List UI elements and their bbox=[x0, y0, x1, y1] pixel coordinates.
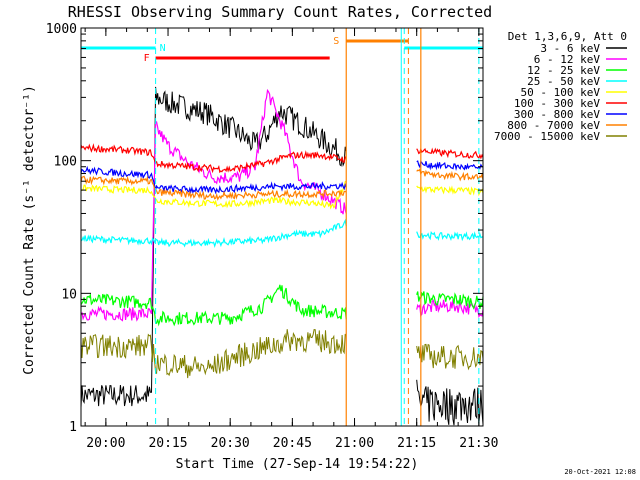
x-tick-label-2: 20:30 bbox=[211, 436, 250, 451]
series-line-5 bbox=[80, 143, 484, 174]
x-tick-label-5: 21:15 bbox=[397, 436, 436, 451]
x-tick-label-4: 21:00 bbox=[335, 436, 374, 451]
legend-label-5: 100 - 300 keV bbox=[514, 97, 600, 110]
x-axis: 20:00 20:15 20:30 20:45 21:00 21:15 21:30 bbox=[84, 28, 498, 451]
x-tick-label-3: 20:45 bbox=[273, 436, 312, 451]
y-tick-label-3: 1000 bbox=[46, 22, 77, 37]
series-line-0 bbox=[80, 86, 484, 426]
y-axis: 1 10 100 1000 bbox=[46, 22, 483, 435]
legend-label-6: 300 - 800 keV bbox=[514, 108, 600, 121]
legend-label-4: 50 - 100 keV bbox=[521, 86, 601, 99]
y-tick-label-2: 100 bbox=[54, 155, 77, 170]
legend-label-7: 800 - 7000 keV bbox=[507, 119, 600, 132]
plot-area: FN S bbox=[80, 28, 484, 426]
x-tick-label-0: 20:00 bbox=[86, 436, 125, 451]
series-line-8 bbox=[80, 329, 484, 379]
series-line-6 bbox=[80, 160, 484, 195]
y-axis-label: Corrected Count Rate (s⁻¹ detector⁻¹) bbox=[22, 85, 37, 375]
x-axis-label: Start Time (27-Sep-14 19:54:22) bbox=[176, 457, 419, 472]
legend-label-0: 3 - 6 keV bbox=[540, 42, 600, 55]
series-line-3 bbox=[80, 218, 484, 248]
flare-marker-label: F bbox=[144, 53, 150, 64]
y-tick-label-0: 1 bbox=[69, 420, 77, 435]
y-tick-label-1: 10 bbox=[61, 287, 77, 302]
footer-date: 20-Oct-2021 12:08 bbox=[564, 468, 636, 476]
chart-title: RHESSI Observing Summary Count Rates, Co… bbox=[68, 3, 492, 21]
saa-marker-label: S bbox=[333, 36, 339, 47]
series-line-7 bbox=[80, 168, 484, 201]
plot-frame bbox=[80, 27, 484, 427]
legend-label-3: 25 - 50 keV bbox=[527, 75, 600, 88]
legend-label-2: 12 - 25 keV bbox=[527, 64, 600, 77]
night-marker-label: N bbox=[160, 43, 166, 54]
legend-label-1: 6 - 12 keV bbox=[534, 53, 601, 66]
x-tick-label-1: 20:15 bbox=[148, 436, 187, 451]
series-line-2 bbox=[80, 284, 484, 327]
legend-header: Det 1,3,6,9, Att 0 bbox=[508, 30, 627, 43]
legend-label-8: 7000 - 15000 keV bbox=[494, 130, 600, 143]
x-tick-label-6: 21:30 bbox=[459, 436, 498, 451]
series-line-4 bbox=[80, 180, 484, 210]
